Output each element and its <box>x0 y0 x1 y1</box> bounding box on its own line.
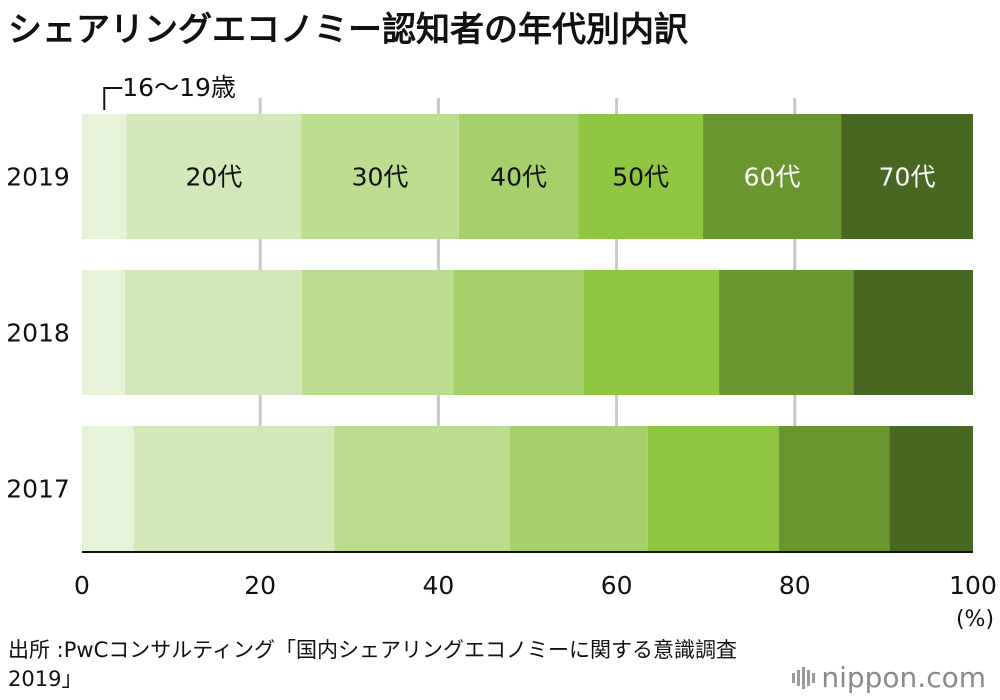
x-tick-label-20: 20 <box>244 571 276 600</box>
x-tick-label-0: 0 <box>74 571 90 600</box>
brand-prefix: nippon <box>821 661 918 694</box>
bar-2019-series-1 <box>126 114 302 239</box>
bar-2018-series-2 <box>302 270 454 395</box>
bar-2017-series-2 <box>334 426 510 551</box>
bars <box>82 114 973 551</box>
series-label-2: 30代 <box>352 163 409 192</box>
series-0-callout-line <box>103 87 123 110</box>
series-label-3: 40代 <box>490 163 547 192</box>
bar-2019-series-6 <box>841 114 973 239</box>
brand-logo: nippon .com <box>792 661 986 694</box>
bar-2017-series-4 <box>647 426 779 551</box>
series-labels: 20代 30代 40代 50代 60代 70代 16〜19歳 <box>103 73 936 192</box>
chart-title: シェアリングエコノミー認知者の年代別内訳 <box>8 10 688 50</box>
nippon-bars-icon <box>792 666 816 689</box>
x-tick-label-100: 100 <box>949 571 997 600</box>
category-label-2017: 2017 <box>6 475 70 504</box>
bar-2018-series-4 <box>583 270 720 395</box>
brand-suffix: .com <box>917 661 986 694</box>
bar-2017-series-0 <box>82 426 134 551</box>
bar-2018-series-6 <box>853 270 973 395</box>
bar-2017-series-3 <box>509 426 648 551</box>
source-note: 出所 :PwCコンサルティング「国内シェアリングエコノミーに関する意識調査201… <box>8 638 737 691</box>
series-label-1: 20代 <box>185 163 242 192</box>
series-label-6: 70代 <box>879 163 936 192</box>
bar-2019-series-3 <box>458 114 579 239</box>
x-axis-unit: (%) <box>956 607 994 632</box>
x-tick-label-80: 80 <box>779 571 811 600</box>
series-label-5: 60代 <box>744 163 801 192</box>
bar-2018-series-0 <box>82 270 125 395</box>
bar-2019-series-4 <box>578 114 704 239</box>
series-label-0: 16〜19歳 <box>122 73 236 102</box>
category-label-2018: 2018 <box>6 319 70 348</box>
bar-2018-series-1 <box>124 270 303 395</box>
bar-2019-series-2 <box>301 114 459 239</box>
bar-2017-series-5 <box>778 426 890 551</box>
bar-2018-series-5 <box>719 270 854 395</box>
axes: 2019 2018 2017 0 20 40 60 80 100 (%) <box>6 163 997 633</box>
bar-2017-series-6 <box>889 426 973 551</box>
bar-2018-series-3 <box>453 270 584 395</box>
category-label-2019: 2019 <box>6 163 70 192</box>
x-tick-label-40: 40 <box>422 571 454 600</box>
bar-2019-series-5 <box>703 114 842 239</box>
bar-2019-series-0 <box>82 114 127 239</box>
x-tick-label-60: 60 <box>601 571 633 600</box>
bar-2017-series-1 <box>133 426 335 551</box>
series-label-4: 50代 <box>612 163 669 192</box>
